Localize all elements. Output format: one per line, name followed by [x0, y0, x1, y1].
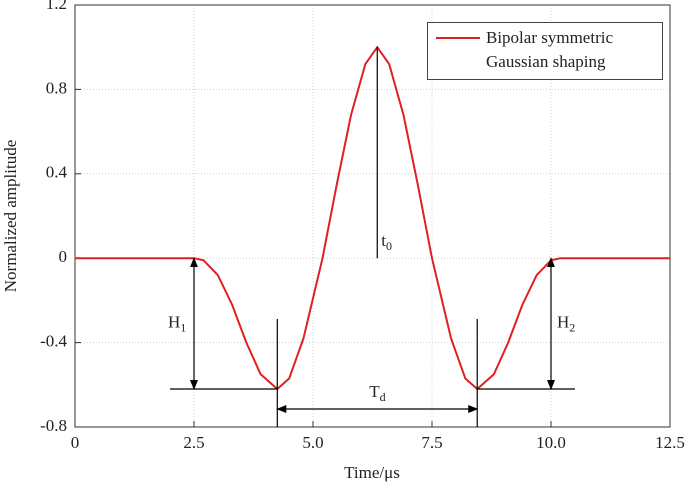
- y-tick-label: 0: [59, 247, 68, 266]
- annotation-text: T: [369, 382, 380, 401]
- x-tick-label: 2.5: [183, 433, 204, 452]
- line-series: [75, 45, 670, 391]
- x-tick-label: 10.0: [536, 433, 566, 452]
- y-axis-label: Normalized amplitude: [1, 140, 20, 292]
- annotation-text: H: [168, 313, 180, 332]
- x-axis-label: Time/μs: [344, 463, 400, 482]
- annotation-text: H: [557, 313, 569, 332]
- annotation-sub: 2: [569, 320, 575, 334]
- y-tick-label: 1.2: [46, 0, 67, 13]
- x-tick-label: 0: [71, 433, 80, 452]
- y-tick-label: -0.4: [40, 332, 67, 351]
- annotation-sub: 1: [180, 320, 186, 334]
- annotation-sub: 0: [386, 239, 392, 253]
- x-tick-label: 5.0: [302, 433, 323, 452]
- annotation-text: t: [381, 231, 386, 250]
- x-tick-label: 7.5: [421, 433, 442, 452]
- y-tick-label: 0.4: [46, 163, 68, 182]
- legend: Bipolar symmetric Gaussian shaping: [427, 22, 663, 80]
- annotation-sub: d: [380, 390, 386, 404]
- annotation: Td: [369, 382, 385, 404]
- annotation: H2: [557, 313, 575, 335]
- annotation: H1: [168, 313, 186, 335]
- y-tick-label: 0.8: [46, 78, 67, 97]
- x-tick-label: 12.5: [655, 433, 685, 452]
- plot-frame: [74, 4, 671, 428]
- y-tick-label: -0.8: [40, 416, 67, 435]
- legend-label: Bipolar symmetric Gaussian shaping: [486, 28, 614, 71]
- legend-swatch: [436, 37, 480, 39]
- annotation: t0: [381, 231, 392, 253]
